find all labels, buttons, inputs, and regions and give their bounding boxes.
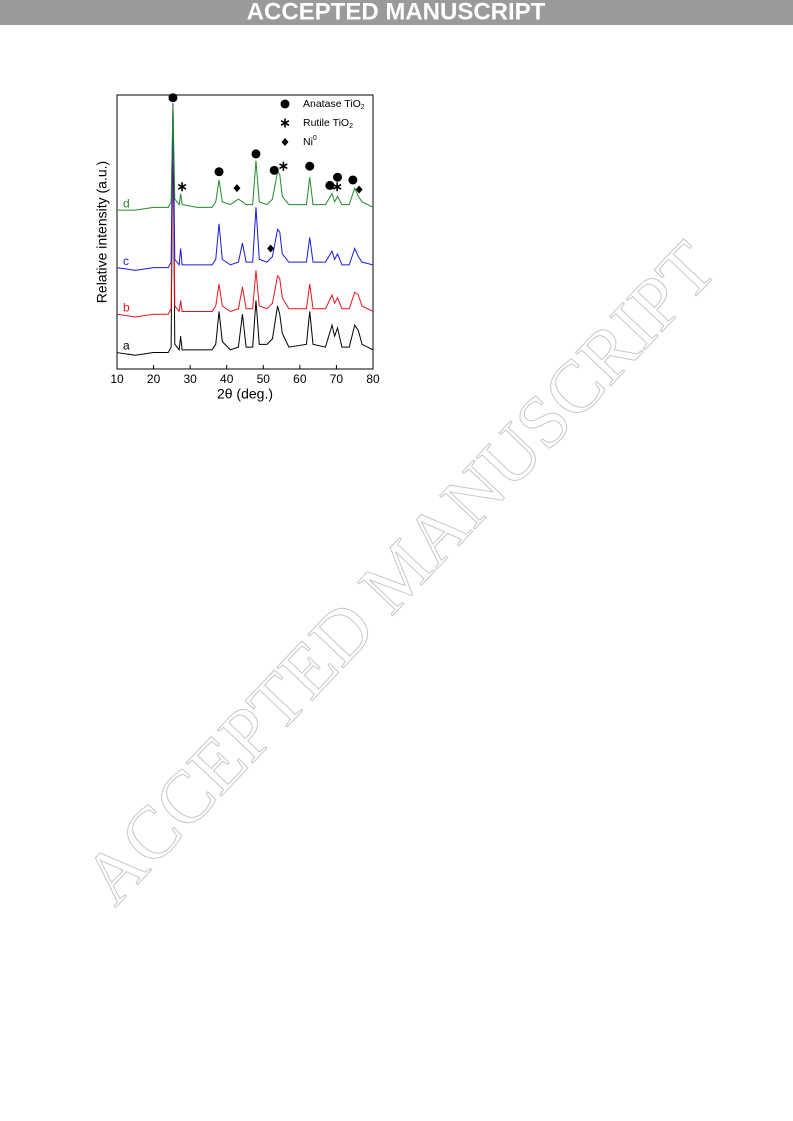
legend-symbol: [281, 138, 289, 146]
legend-label: Rutile TiO2: [303, 117, 353, 130]
peak-marker: [251, 149, 261, 159]
legend-subscript: 2: [349, 123, 353, 130]
x-tick-label: 70: [330, 372, 344, 386]
legend-label: Ni0: [303, 135, 317, 148]
x-axis-label: 2θ (deg.): [217, 386, 273, 402]
peak-marker: [269, 165, 279, 175]
legend-subscript: 2: [361, 104, 365, 111]
peak-marker: [214, 167, 224, 177]
x-tick-label: 60: [293, 372, 307, 386]
peak-marker: [177, 182, 187, 192]
series-label: b: [123, 300, 130, 314]
header-bar: [0, 0, 793, 25]
x-tick-label: 10: [110, 372, 124, 386]
legend-text: Ni: [303, 136, 313, 148]
peak-marker: [348, 175, 358, 185]
series-line: [116, 108, 374, 356]
peak-marker: [279, 161, 288, 171]
peak-marker: [233, 184, 241, 193]
peak-marker: [333, 172, 343, 182]
series-label: a: [123, 339, 130, 353]
legend-symbol: [280, 99, 290, 109]
x-tick-label: 20: [147, 372, 161, 386]
legend-superscript: 0: [313, 135, 317, 142]
series-line: [116, 105, 374, 318]
legend-text: Anatase TiO: [303, 98, 361, 110]
legend-text: Rutile TiO: [303, 117, 349, 129]
legend-symbol: [280, 118, 290, 128]
series-label: d: [123, 196, 130, 210]
peak-marker: [267, 244, 275, 253]
x-tick-label: 40: [220, 372, 234, 386]
series-label: c: [123, 254, 129, 268]
x-tick-label: 80: [366, 372, 380, 386]
y-axis-label: Relative intensity (a.u.): [94, 161, 110, 303]
peak-marker: [332, 182, 342, 192]
x-tick-label: 50: [257, 372, 271, 386]
header-title: ACCEPTED MANUSCRIPT: [247, 0, 546, 25]
series-line: [117, 105, 374, 211]
peak-marker: [325, 180, 335, 190]
watermark: ACCEPTED MANUSCRIPT: [68, 227, 732, 920]
peak-marker: [355, 185, 363, 194]
peak-marker: [305, 161, 315, 171]
plot-frame: [116, 94, 374, 370]
x-tick-label: 30: [183, 372, 197, 386]
peak-marker: [168, 93, 178, 103]
legend-label: Anatase TiO2: [303, 98, 365, 111]
series-line: [116, 103, 374, 271]
